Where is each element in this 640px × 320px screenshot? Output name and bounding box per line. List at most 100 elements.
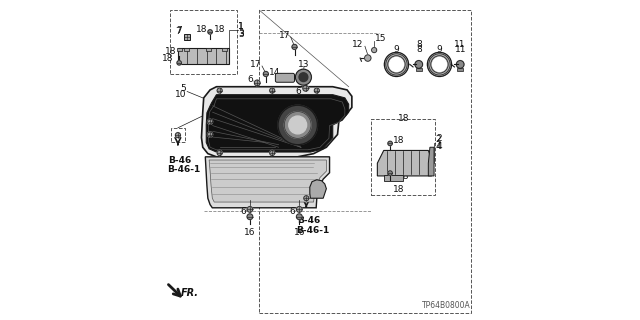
Circle shape [263, 71, 268, 76]
Text: 6: 6 [247, 75, 253, 84]
Polygon shape [209, 160, 326, 202]
Polygon shape [384, 175, 403, 181]
Text: 8: 8 [417, 44, 422, 54]
Circle shape [247, 206, 253, 212]
Text: 18: 18 [398, 172, 410, 181]
Text: B-46-1: B-46-1 [167, 165, 200, 174]
Text: 1: 1 [239, 22, 244, 31]
Bar [170, 10, 237, 74]
Text: TP64B0800A: TP64B0800A [422, 301, 470, 310]
Text: 4: 4 [435, 142, 441, 151]
Text: 5: 5 [180, 84, 186, 93]
Polygon shape [178, 49, 229, 64]
Text: B-46: B-46 [168, 156, 191, 164]
FancyBboxPatch shape [275, 73, 294, 82]
Circle shape [284, 112, 311, 138]
Text: 9: 9 [436, 44, 442, 54]
Text: 18: 18 [162, 53, 173, 62]
Text: 2: 2 [436, 134, 442, 143]
Circle shape [303, 85, 308, 91]
Circle shape [365, 55, 371, 61]
Text: 18: 18 [398, 114, 410, 123]
Text: 12: 12 [352, 40, 364, 49]
Text: 3: 3 [239, 30, 244, 39]
Circle shape [269, 88, 275, 93]
Text: 18: 18 [214, 25, 226, 34]
Bar [259, 10, 471, 313]
Circle shape [372, 48, 377, 52]
Text: 7: 7 [177, 27, 182, 36]
Circle shape [177, 60, 181, 65]
Text: 11: 11 [456, 44, 467, 54]
Circle shape [388, 141, 392, 146]
Circle shape [296, 69, 312, 85]
Text: 1: 1 [239, 22, 244, 31]
Bar [184, 48, 189, 51]
Circle shape [415, 60, 422, 68]
Circle shape [208, 30, 212, 34]
Text: 18: 18 [196, 25, 208, 34]
Bar [415, 68, 422, 71]
Bar [184, 35, 190, 40]
Text: 4: 4 [436, 142, 442, 151]
Circle shape [207, 132, 212, 137]
Circle shape [428, 52, 452, 76]
Circle shape [299, 73, 308, 82]
Circle shape [388, 171, 392, 175]
Polygon shape [378, 150, 433, 176]
Circle shape [296, 206, 302, 212]
Text: 18: 18 [165, 47, 177, 56]
Text: 18: 18 [394, 185, 404, 194]
Circle shape [175, 132, 180, 138]
Text: 3: 3 [239, 29, 244, 38]
Text: 6: 6 [240, 207, 246, 216]
Text: FR.: FR. [180, 288, 198, 298]
Circle shape [207, 119, 212, 124]
Text: 15: 15 [375, 35, 387, 44]
Bar [206, 48, 211, 51]
Circle shape [217, 88, 222, 93]
Circle shape [314, 88, 319, 93]
Bar [222, 48, 227, 51]
Text: 18: 18 [394, 136, 404, 145]
Text: 2: 2 [435, 135, 441, 144]
Bar [177, 48, 182, 51]
Circle shape [433, 57, 447, 71]
Polygon shape [428, 147, 434, 176]
Polygon shape [310, 180, 326, 198]
Polygon shape [206, 95, 349, 152]
Text: 6: 6 [289, 207, 295, 216]
Text: 17: 17 [250, 60, 261, 69]
Polygon shape [205, 157, 330, 208]
Bar [300, 192, 313, 204]
Text: 7: 7 [175, 27, 181, 36]
Text: 17: 17 [278, 31, 290, 40]
Polygon shape [202, 87, 352, 157]
Text: 16: 16 [244, 228, 255, 237]
Text: 11: 11 [454, 40, 466, 49]
Circle shape [254, 80, 260, 86]
Circle shape [456, 60, 464, 68]
Circle shape [292, 44, 297, 50]
Text: 16: 16 [294, 228, 305, 237]
Text: 8: 8 [417, 40, 422, 49]
Circle shape [385, 52, 408, 76]
Circle shape [269, 150, 275, 156]
Text: 10: 10 [175, 90, 186, 99]
Bar [371, 119, 435, 195]
Bar [457, 68, 463, 71]
Text: B-46: B-46 [297, 216, 320, 225]
Circle shape [247, 214, 253, 220]
Circle shape [278, 105, 317, 145]
Text: 9: 9 [394, 44, 399, 54]
Text: 13: 13 [298, 60, 310, 69]
Circle shape [304, 196, 309, 201]
Text: 14: 14 [269, 68, 280, 76]
Circle shape [390, 57, 403, 71]
Circle shape [217, 150, 222, 156]
Text: 6: 6 [296, 87, 301, 96]
Text: B-46-1: B-46-1 [296, 226, 329, 235]
Circle shape [289, 116, 307, 134]
Circle shape [296, 214, 302, 220]
Bar [171, 128, 185, 142]
